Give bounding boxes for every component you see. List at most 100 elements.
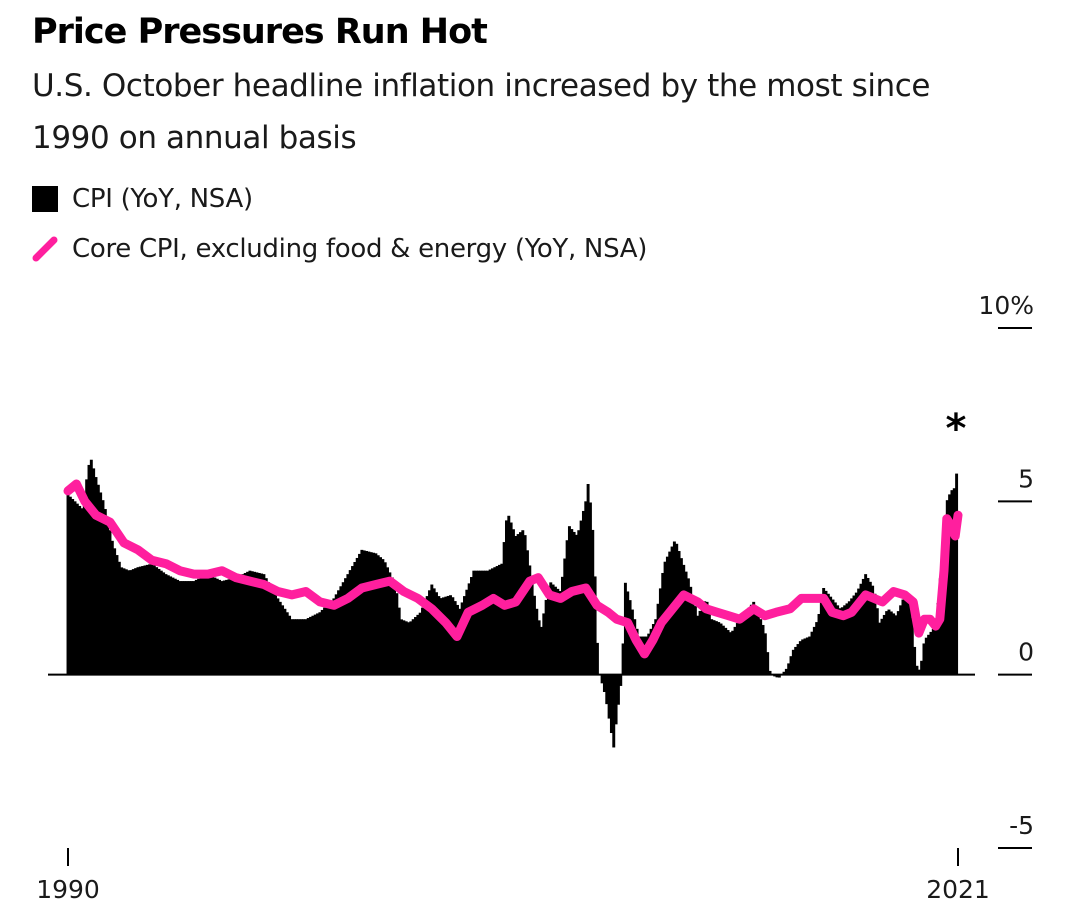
cpi-bar — [80, 508, 84, 675]
chart-area: 10% 5 0 -5 1990 2021 * — [36, 291, 1034, 904]
cpi-bar — [707, 610, 711, 675]
cpi-bar — [136, 567, 140, 675]
cpi-bar — [530, 580, 534, 675]
cpi-bar — [885, 611, 889, 675]
cpi-bar — [843, 605, 847, 675]
cpi-bar — [334, 594, 338, 675]
cpi-bar — [127, 570, 131, 675]
cpi-bar — [567, 526, 571, 675]
cpi-bar — [712, 620, 716, 675]
cpi-bar — [836, 605, 840, 675]
cpi-bar — [376, 555, 380, 675]
cpi-bar — [819, 601, 823, 675]
cpi-bar — [929, 631, 933, 675]
cpi-bar — [306, 618, 310, 675]
cpi-bar — [386, 567, 389, 675]
cpi-bar — [931, 629, 935, 675]
cpi-bar — [467, 583, 471, 675]
cpi-bar — [542, 613, 546, 675]
cpi-bar — [833, 602, 837, 675]
cpi-bar — [906, 594, 910, 675]
cpi-bar — [320, 609, 324, 675]
cpi-bar — [96, 484, 100, 675]
cpi-bar — [346, 574, 350, 675]
cpi-bar — [763, 633, 767, 675]
cpi-bar — [141, 566, 145, 675]
cpi-bar — [192, 581, 196, 675]
cpi-bar — [810, 631, 814, 675]
cpi-bar — [421, 607, 424, 675]
cpi-bar — [257, 572, 261, 675]
cpi-bar — [882, 614, 886, 675]
cpi-bar — [159, 570, 163, 675]
cpi-bar — [759, 619, 763, 675]
cpi-bar — [733, 626, 737, 675]
cpi-bar — [609, 674, 613, 734]
chart-subtitle: U.S. October headline inflation increase… — [32, 68, 931, 156]
cpi-bar — [682, 564, 686, 675]
cpi-bar — [738, 619, 742, 675]
cpi-bar — [553, 586, 557, 675]
cpi-bar — [719, 623, 723, 675]
cpi-bar — [679, 558, 683, 675]
cpi-bar — [654, 619, 658, 675]
cpi-bar — [73, 501, 77, 675]
y-tick-label: 10% — [978, 291, 1034, 320]
cpi-bar — [560, 576, 564, 675]
cpi-bar — [801, 639, 805, 675]
cpi-bar — [525, 550, 529, 675]
cpi-bar — [873, 593, 877, 675]
cpi-bar — [180, 581, 184, 675]
y-axis: 10% 5 0 -5 — [978, 291, 1034, 849]
cpi-bar — [239, 575, 243, 675]
cpi-bar — [724, 627, 728, 675]
x-axis: 1990 2021 — [36, 848, 990, 904]
cpi-bar — [400, 619, 403, 675]
annotation-star: * — [946, 406, 967, 452]
cpi-bar — [234, 577, 238, 675]
cpi-bar — [677, 551, 681, 675]
cpi-bar — [360, 549, 364, 675]
cpi-bar — [486, 570, 490, 675]
cpi-bar — [612, 674, 616, 748]
cpi-bar — [183, 581, 187, 675]
cpi-bar — [532, 595, 536, 675]
cpi-bar — [176, 579, 180, 675]
cpi-bar — [920, 660, 924, 675]
y-tick-label: -5 — [1009, 811, 1034, 840]
cpi-bar — [295, 619, 299, 675]
cpi-bar — [481, 570, 485, 675]
cpi-bar — [714, 621, 718, 675]
chart-title: Price Pressures Run Hot — [32, 12, 488, 52]
cpi-bar — [607, 674, 611, 719]
cpi-bar — [344, 578, 348, 675]
cpi-bar — [425, 596, 429, 675]
cpi-bar — [745, 610, 749, 675]
cpi-bar — [917, 669, 921, 675]
cpi-bar — [110, 540, 114, 675]
cpi-bar — [474, 570, 478, 675]
legend: CPI (YoY, NSA) Core CPI, excluding food … — [32, 174, 647, 274]
cpi-bar — [803, 638, 807, 675]
cpi-bar — [859, 583, 863, 675]
cpi-bar — [766, 652, 770, 675]
cpi-bar — [99, 492, 103, 675]
cpi-bar — [269, 586, 273, 675]
cpi-bar — [505, 520, 508, 675]
cpi-bar — [915, 665, 919, 675]
cpi-bar — [283, 608, 287, 675]
cpi-bar — [782, 671, 786, 675]
cpi-bar — [388, 572, 392, 675]
cpi-bar — [164, 574, 168, 675]
cpi-bar — [374, 553, 378, 675]
cpi-bar — [341, 582, 345, 675]
cpi-bar — [544, 599, 548, 675]
cpi-bar — [229, 578, 233, 675]
cpi-bar — [794, 646, 798, 675]
cpi-bar — [600, 674, 604, 684]
cpi-bar — [595, 642, 599, 675]
cpi-bar — [106, 519, 110, 675]
cpi-bar — [619, 674, 623, 686]
cpi-bar — [637, 636, 641, 675]
cpi-bar — [397, 607, 401, 675]
